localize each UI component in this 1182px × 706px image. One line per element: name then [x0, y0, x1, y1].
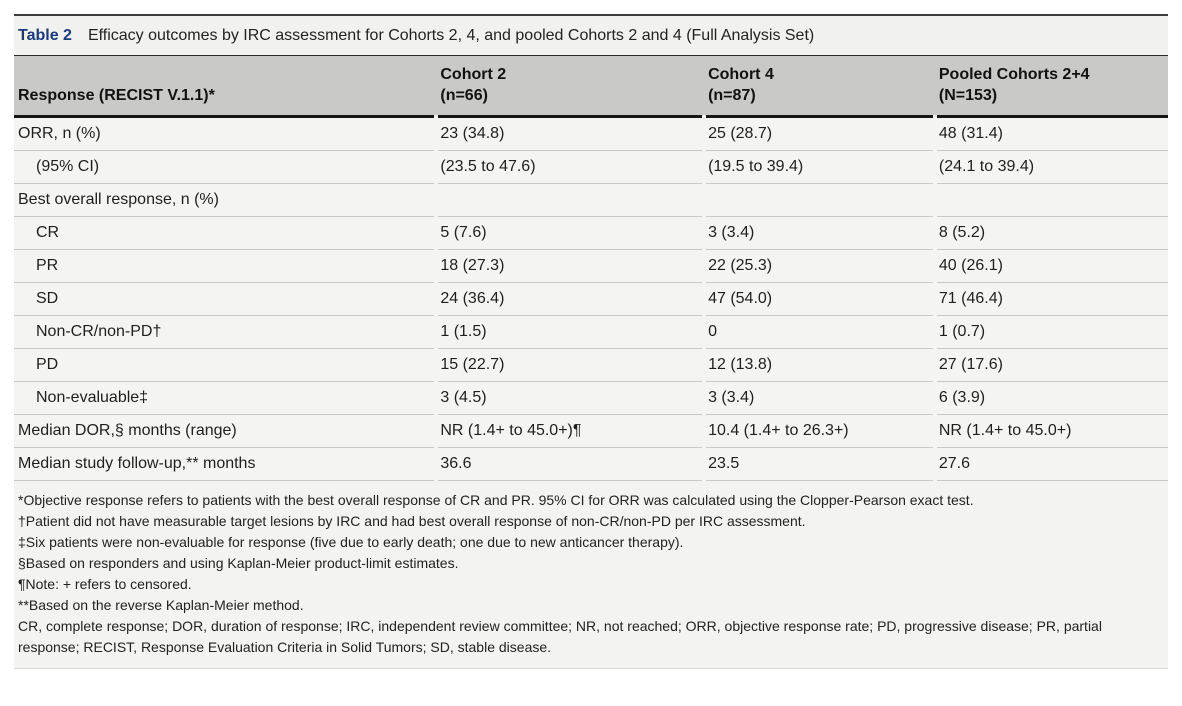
column-header: Pooled Cohorts 2+4 (N=153): [934, 56, 1168, 118]
cell-value: 47 (54.0): [704, 282, 937, 316]
table-row: Median DOR,§ months (range) NR (1.4+ to 4…: [14, 414, 1168, 448]
cell-value: 8 (5.2): [934, 216, 1168, 250]
cell-value: 25 (28.7): [704, 116, 937, 151]
footnote-line: *Objective response refers to patients w…: [18, 492, 974, 508]
row-label: Non-CR/non-PD†: [14, 315, 439, 349]
table-row: SD 24 (36.4) 47 (54.0) 71 (46.4): [14, 282, 1168, 316]
cell-value: 71 (46.4): [934, 282, 1168, 316]
cell-value: 23 (34.8): [436, 116, 706, 151]
table-caption: Table 2 Efficacy outcomes by IRC assessme…: [14, 14, 1168, 56]
cell-value: 3 (3.4): [704, 381, 937, 415]
table-row: Non-CR/non-PD† 1 (1.5) 0 1 (0.7): [14, 315, 1168, 349]
table-row: ORR, n (%) 23 (34.8) 25 (28.7) 48 (31.4): [14, 116, 1168, 151]
table-number-label: Table 2: [18, 27, 72, 44]
column-header: Cohort 2 (n=66): [436, 56, 706, 118]
table-row: PD 15 (22.7) 12 (13.8) 27 (17.6): [14, 348, 1168, 382]
cell-value: 3 (4.5): [436, 381, 706, 415]
cell-value: 0: [704, 315, 937, 349]
cell-value: NR (1.4+ to 45.0+)¶: [436, 414, 706, 448]
cell-value: 18 (27.3): [436, 249, 706, 283]
row-label: Best overall response, n (%): [14, 183, 439, 217]
cell-value: 10.4 (1.4+ to 26.3+): [704, 414, 937, 448]
header-row: Response (RECIST V.1.1)* Cohort 2 (n=66) Co…: [14, 56, 1168, 118]
cell-value: 36.6: [436, 447, 706, 481]
footnote-line: ¶Note: + refers to censored.: [18, 576, 192, 592]
row-label: SD: [14, 282, 439, 316]
row-label: Median study follow-up,** months: [14, 447, 439, 481]
column-header-label: Pooled Cohorts 2+4: [938, 66, 1090, 83]
cell-value: 3 (3.4): [704, 216, 937, 250]
cell-value: 24 (36.4): [436, 282, 706, 316]
cell-value: [704, 183, 937, 217]
cell-value: 6 (3.9): [934, 381, 1168, 415]
cell-value: (24.1 to 39.4): [934, 150, 1168, 184]
table-row: Best overall response, n (%): [14, 183, 1168, 217]
footnotes-block: *Objective response refers to patients w…: [14, 481, 1168, 669]
row-label: (95% CI): [14, 150, 439, 184]
table-row: CR 5 (7.6) 3 (3.4) 8 (5.2): [14, 216, 1168, 250]
cell-value: NR (1.4+ to 45.0+): [934, 414, 1168, 448]
row-label: CR: [14, 216, 439, 250]
table-row: (95% CI) (23.5 to 47.6) (19.5 to 39.4) (24.…: [14, 150, 1168, 184]
cell-value: 48 (31.4): [934, 116, 1168, 151]
column-header-sub: (n=87): [708, 87, 756, 104]
row-label: Median DOR,§ months (range): [14, 414, 439, 448]
cell-value: 27 (17.6): [934, 348, 1168, 382]
cell-value: (23.5 to 47.6): [436, 150, 706, 184]
cell-value: 5 (7.6): [436, 216, 706, 250]
column-header-label: Cohort 2: [440, 66, 507, 83]
cell-value: 12 (13.8): [704, 348, 937, 382]
column-header-sub: (N=153): [938, 87, 998, 104]
footnote-line: ‡Six patients were non-evaluable for res…: [18, 534, 684, 550]
row-label: ORR, n (%): [14, 116, 439, 151]
table-body: ORR, n (%) 23 (34.8) 25 (28.7) 48 (31.4) (95…: [14, 116, 1168, 481]
footnote-line: CR, complete response; DOR, duration of …: [18, 618, 1102, 655]
cell-value: 1 (0.7): [934, 315, 1168, 349]
table-row: Median study follow-up,** months 36.6 23.5…: [14, 447, 1168, 481]
cell-value: 22 (25.3): [704, 249, 937, 283]
column-header-label: Cohort 4: [708, 66, 774, 83]
cell-value: 15 (22.7): [436, 348, 706, 382]
row-label: Non-evaluable‡: [14, 381, 439, 415]
footnote-line: **Based on the reverse Kaplan-Meier meth…: [18, 597, 304, 613]
footnote-line: †Patient did not have measurable target …: [18, 513, 806, 529]
table-row: Non-evaluable‡ 3 (4.5) 3 (3.4) 6 (3.9): [14, 381, 1168, 415]
cell-value: [436, 183, 706, 217]
footnote-line: §Based on responders and using Kaplan-Me…: [18, 555, 459, 571]
table-row: PR 18 (27.3) 22 (25.3) 40 (26.1): [14, 249, 1168, 283]
cell-value: [934, 183, 1168, 217]
column-header: Cohort 4 (n=87): [704, 56, 937, 118]
row-label: PR: [14, 249, 439, 283]
column-header-sub: (n=66): [440, 87, 488, 104]
row-label: PD: [14, 348, 439, 382]
table-title: Efficacy outcomes by IRC assessment for …: [87, 27, 815, 44]
efficacy-outcomes-table: Response (RECIST V.1.1)* Cohort 2 (n=66) Co…: [14, 56, 1168, 481]
cell-value: 23.5: [704, 447, 937, 481]
column-header-label: Response (RECIST V.1.1)*: [18, 87, 215, 104]
cell-value: 27.6: [934, 447, 1168, 481]
cell-value: 1 (1.5): [436, 315, 706, 349]
column-header: Response (RECIST V.1.1)*: [14, 56, 439, 118]
cell-value: 40 (26.1): [934, 249, 1168, 283]
cell-value: (19.5 to 39.4): [704, 150, 937, 184]
